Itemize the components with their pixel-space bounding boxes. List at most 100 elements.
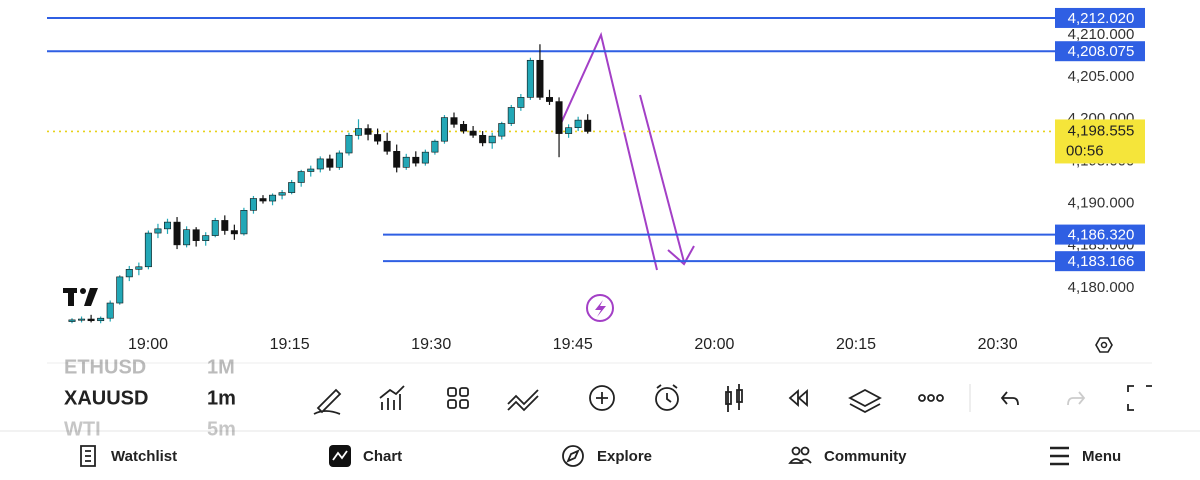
candle-body <box>545 97 553 102</box>
candle-body <box>345 134 353 154</box>
nav-icons <box>80 445 1069 467</box>
nav-item[interactable]: Watchlist <box>111 448 177 465</box>
candle-body <box>383 140 391 152</box>
level-badge <box>1055 224 1145 245</box>
x-tick-label: 19:45 <box>553 336 593 353</box>
candle-body <box>173 221 181 246</box>
price-label: 4,198.555 <box>1068 122 1135 139</box>
symbol-name[interactable]: XAUUSD <box>64 387 148 409</box>
level-label: 4,208.075 <box>1068 43 1135 60</box>
candle-body <box>469 130 477 136</box>
candle-body <box>440 117 448 142</box>
candle-body <box>498 123 506 137</box>
candle-body <box>555 101 563 134</box>
x-tick-label: 19:00 <box>128 336 168 353</box>
lightning-icon[interactable] <box>586 294 614 322</box>
candle-body <box>507 107 515 124</box>
symbol-interval[interactable]: 1m <box>207 387 236 409</box>
candle-body <box>402 156 410 168</box>
x-tick-label: 20:15 <box>836 336 876 353</box>
candle-body <box>259 198 267 202</box>
candle-body <box>154 228 162 234</box>
candle-body <box>106 302 114 319</box>
candle-body <box>307 168 315 172</box>
x-tick-label: 20:00 <box>694 336 734 353</box>
draw-tool[interactable] <box>313 388 342 415</box>
nav-item[interactable]: Community <box>824 448 907 465</box>
arrow-head <box>667 245 695 266</box>
x-tick-label: 19:15 <box>270 336 310 353</box>
candle-body <box>460 124 468 132</box>
candle-body <box>354 128 362 136</box>
compare[interactable] <box>507 389 539 412</box>
candle-body <box>584 119 592 132</box>
candle-body <box>421 151 429 164</box>
candle-body <box>479 134 487 144</box>
layout[interactable] <box>447 387 457 397</box>
indicators[interactable] <box>379 385 405 410</box>
countdown: 00:56 <box>1066 142 1104 159</box>
candle-body <box>565 127 573 134</box>
candle-body <box>97 317 105 322</box>
candle-body <box>278 192 286 196</box>
symbol-interval[interactable]: 1M <box>207 356 235 378</box>
candle-body <box>144 232 152 268</box>
candle-body <box>116 276 124 304</box>
candle-body <box>164 221 172 230</box>
level-badge <box>1055 7 1145 28</box>
candle-body <box>364 128 372 135</box>
candle-body <box>374 134 382 142</box>
watchlist-icon[interactable] <box>80 445 96 467</box>
candle-body <box>488 135 496 144</box>
redo[interactable] <box>1067 391 1086 406</box>
level-label: 4,183.166 <box>1068 253 1135 270</box>
settings-icon[interactable] <box>1095 337 1113 353</box>
candle-body <box>574 119 582 129</box>
y-tick-label: 4,205.000 <box>1068 68 1135 85</box>
level-label: 4,212.020 <box>1068 10 1135 27</box>
candle-body <box>125 269 133 278</box>
candle-body <box>517 97 525 108</box>
candle-body <box>192 229 200 241</box>
level-label: 4,186.320 <box>1068 227 1135 244</box>
candle-body <box>211 220 219 236</box>
candle-body <box>269 194 277 202</box>
symbol-interval[interactable]: 5m <box>207 418 236 440</box>
x-tick-label: 19:30 <box>411 336 451 353</box>
nav-item[interactable]: Menu <box>1082 448 1121 465</box>
candle-body <box>183 229 191 246</box>
nav-item[interactable]: Chart <box>363 448 402 465</box>
candle-body <box>326 158 334 168</box>
explore-icon[interactable] <box>562 445 584 467</box>
candle-body <box>412 156 420 164</box>
candle-body <box>87 318 95 322</box>
candle-body <box>221 220 229 231</box>
toolbar <box>313 384 1152 415</box>
undo[interactable] <box>1000 391 1019 406</box>
candle-body <box>135 266 143 270</box>
add[interactable] <box>589 385 615 411</box>
candle-body <box>393 151 401 168</box>
more[interactable] <box>918 394 926 402</box>
price-badge <box>1055 119 1145 164</box>
fullscreen[interactable] <box>1127 385 1152 411</box>
symbol-name[interactable]: WTI <box>64 418 101 440</box>
candle-body <box>536 59 544 98</box>
menu-icon[interactable] <box>1050 446 1069 466</box>
candle-body <box>431 140 439 153</box>
drawn-arrow <box>557 31 658 271</box>
layers[interactable] <box>848 388 882 414</box>
candle-body <box>297 171 305 183</box>
candle-body <box>78 318 86 321</box>
replay[interactable] <box>788 389 808 407</box>
y-tick-label: 4,210.000 <box>1068 26 1135 43</box>
community-icon[interactable] <box>791 446 801 456</box>
level-badge <box>1055 251 1145 272</box>
nav-item[interactable]: Explore <box>597 448 652 465</box>
candle-body <box>316 158 324 170</box>
alert[interactable] <box>655 387 679 411</box>
candle-body <box>240 210 248 235</box>
candle-body <box>335 152 343 168</box>
symbol-name[interactable]: ETHUSD <box>64 356 146 378</box>
